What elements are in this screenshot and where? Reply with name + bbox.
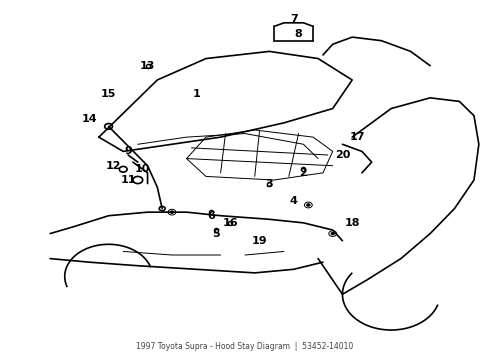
Text: 15: 15 — [101, 89, 116, 99]
Text: 16: 16 — [222, 218, 238, 228]
Text: 18: 18 — [344, 218, 360, 228]
Text: 2: 2 — [299, 168, 307, 178]
Text: 6: 6 — [207, 211, 215, 221]
Text: 5: 5 — [212, 229, 220, 239]
Text: 1997 Toyota Supra - Hood Stay Diagram  |  53452-14010: 1997 Toyota Supra - Hood Stay Diagram | … — [136, 342, 354, 351]
Text: 7: 7 — [290, 14, 297, 24]
Text: 1: 1 — [193, 89, 200, 99]
Text: 10: 10 — [135, 164, 150, 174]
Text: 3: 3 — [266, 179, 273, 189]
Text: 14: 14 — [81, 114, 97, 124]
Text: 12: 12 — [106, 161, 121, 171]
Circle shape — [171, 211, 173, 213]
Circle shape — [331, 233, 334, 235]
Text: 9: 9 — [124, 147, 132, 157]
Text: 8: 8 — [294, 28, 302, 39]
Text: 4: 4 — [290, 197, 297, 206]
Text: 13: 13 — [140, 61, 155, 71]
Text: 11: 11 — [121, 175, 136, 185]
Circle shape — [307, 204, 310, 206]
Text: 17: 17 — [349, 132, 365, 142]
Text: 19: 19 — [252, 236, 268, 246]
Text: 20: 20 — [335, 150, 350, 160]
